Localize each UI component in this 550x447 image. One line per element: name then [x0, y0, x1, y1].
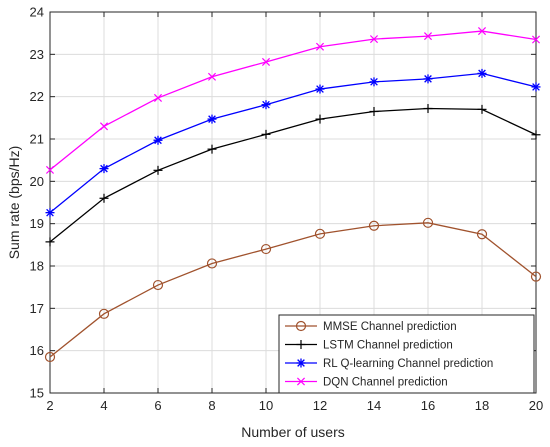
data-point	[531, 35, 541, 44]
y-tick-label: 15	[30, 386, 44, 401]
data-point	[530, 271, 542, 282]
series-layer	[44, 27, 542, 363]
data-point	[422, 217, 434, 228]
legend-label: MMSE Channel prediction	[323, 321, 457, 333]
x-tick-label: 14	[367, 398, 381, 413]
legend-label: LSTM Channel prediction	[323, 340, 453, 352]
data-point	[531, 130, 541, 140]
legend-marker	[295, 320, 307, 332]
data-point	[261, 100, 271, 110]
series-line	[49, 72, 537, 214]
data-point	[99, 193, 109, 203]
legend-entry: DQN Channel prediction	[285, 377, 448, 389]
series-line	[49, 107, 537, 243]
series-line	[49, 30, 537, 171]
data-point	[423, 104, 433, 114]
series-3	[45, 27, 541, 174]
series-1	[45, 104, 541, 247]
data-point	[98, 308, 110, 319]
y-tick-label: 16	[30, 343, 44, 358]
x-axis-ticks: 2 4 6 8 10 12 14 16 18 20	[46, 12, 543, 413]
data-point	[369, 77, 379, 87]
series-0	[44, 217, 542, 363]
data-point	[315, 84, 325, 94]
data-point	[153, 135, 163, 145]
data-point	[315, 42, 325, 51]
x-tick-label: 12	[313, 398, 327, 413]
y-tick-label: 21	[30, 132, 44, 147]
data-point	[206, 258, 218, 269]
data-point	[99, 122, 109, 131]
legend-label: RL Q-learning Channel prediction	[323, 358, 493, 370]
data-point	[99, 164, 109, 174]
x-tick-label: 2	[46, 398, 53, 413]
x-tick-label: 18	[475, 398, 489, 413]
legend-marker	[296, 358, 306, 368]
data-point	[45, 208, 55, 218]
x-tick-label: 16	[421, 398, 435, 413]
legend: MMSE Channel prediction LSTM Channel pred…	[278, 314, 535, 394]
y-tick-label: 17	[30, 301, 44, 316]
x-tick-label: 6	[154, 398, 161, 413]
data-point	[477, 68, 487, 78]
x-tick-label: 8	[208, 398, 215, 413]
data-point	[207, 114, 217, 124]
data-point	[531, 82, 541, 92]
data-point	[476, 229, 488, 240]
data-point	[152, 279, 164, 291]
series-line	[49, 222, 537, 358]
y-tick-label: 18	[30, 259, 44, 274]
y-axis-label: Sum rate (bps/Hz)	[6, 146, 22, 260]
data-point	[314, 228, 326, 239]
x-axis-label: Number of users	[241, 424, 344, 440]
legend-entry: RL Q-learning Channel prediction	[285, 358, 493, 370]
data-point	[423, 32, 433, 41]
data-point	[260, 243, 272, 255]
data-point	[207, 144, 217, 154]
x-tick-label: 20	[529, 398, 543, 413]
data-point	[207, 72, 217, 81]
legend-entry: LSTM Channel prediction	[285, 340, 453, 352]
data-point	[153, 93, 163, 102]
data-point	[369, 106, 379, 116]
y-tick-label: 20	[30, 174, 44, 189]
data-point	[368, 220, 380, 231]
legend-marker	[296, 340, 306, 349]
legend-entry: MMSE Channel prediction	[285, 320, 457, 333]
y-tick-label: 19	[30, 216, 44, 231]
legend-marker	[296, 377, 306, 386]
data-point	[153, 165, 163, 175]
legend-box	[278, 314, 535, 394]
y-tick-label: 24	[30, 5, 44, 20]
data-point	[369, 35, 379, 44]
x-tick-label: 10	[259, 398, 273, 413]
data-point	[423, 74, 433, 84]
data-point	[315, 114, 325, 124]
data-point	[45, 165, 55, 174]
data-point	[45, 237, 55, 247]
data-point	[477, 104, 487, 114]
y-axis-ticks: 15 16 17 18 19 20 21 22 23 24	[30, 5, 536, 401]
y-tick-label: 23	[30, 47, 44, 62]
legend-label: DQN Channel prediction	[323, 377, 448, 389]
x-tick-label: 4	[100, 398, 107, 413]
y-tick-label: 22	[30, 89, 44, 104]
data-point	[261, 129, 271, 139]
series-2	[45, 68, 541, 218]
data-point	[261, 57, 271, 66]
data-point	[44, 351, 56, 363]
data-point	[477, 27, 487, 36]
